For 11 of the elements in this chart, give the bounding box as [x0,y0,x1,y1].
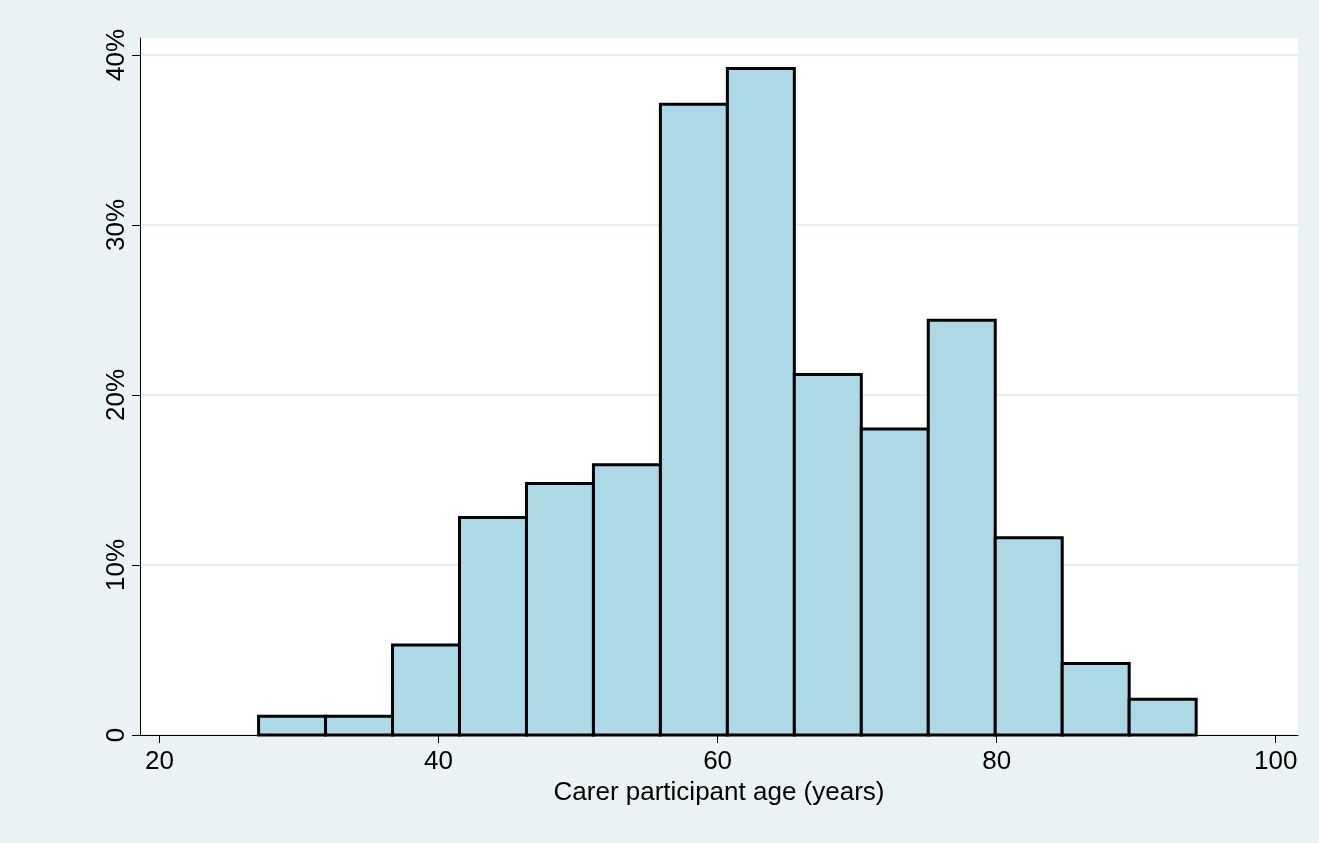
y-tick-label: 0 [100,727,130,743]
x-tick-label: 20 [145,745,174,775]
x-tick-label: 100 [1253,745,1298,775]
y-tick-label: 20% [100,368,130,422]
x-tick-label: 80 [982,745,1012,775]
x-tick-label: 40 [424,745,454,775]
y-tick-label: 30% [100,198,130,252]
y-tick-label: 40% [100,28,130,82]
x-tick-label: 60 [703,745,733,775]
x-axis-title: Carer participant age (years) [553,775,885,806]
y-tick-label: 10% [100,538,130,592]
